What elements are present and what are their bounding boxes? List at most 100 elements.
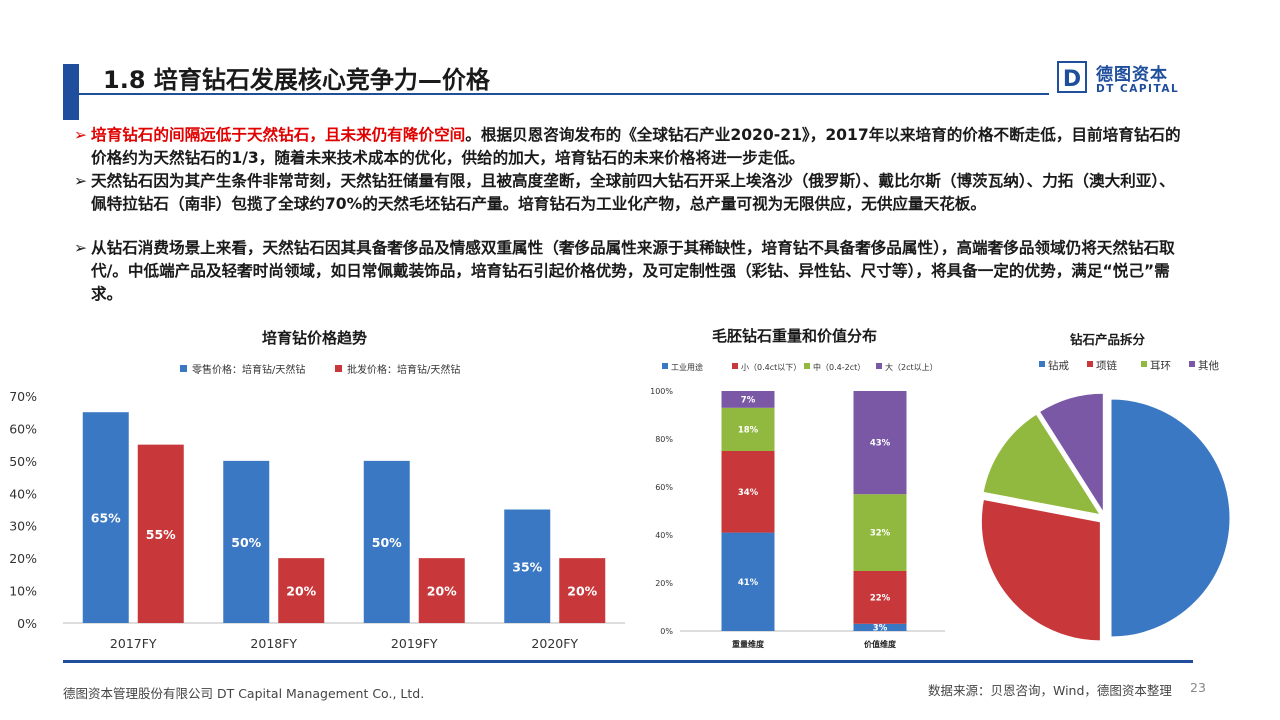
stack-segment bbox=[853, 571, 907, 624]
bullet-1-text: 。根据贝恩咨询发布的《全球钻石产业2020-21》，2017年以来培育的价格不断… bbox=[91, 126, 1181, 167]
x-tick-label: 2019FY bbox=[391, 636, 438, 651]
x-tick-label: 价值维度 bbox=[864, 639, 897, 649]
x-tick-label: 2020FY bbox=[531, 636, 578, 651]
segment-data-label: 22% bbox=[870, 593, 891, 603]
legend-label: 中（0.4-2ct） bbox=[813, 362, 865, 372]
legend-swatch bbox=[804, 363, 810, 369]
bar-data-label: 20% bbox=[427, 584, 457, 599]
legend-label: 工业用途 bbox=[671, 362, 703, 372]
segment-data-label: 43% bbox=[870, 439, 891, 449]
stack-segment bbox=[721, 407, 775, 451]
segment-data-label: 7% bbox=[741, 395, 756, 405]
dt-logo-icon: D bbox=[1057, 61, 1087, 93]
footer-company: 德图资本管理股份有限公司 DT Capital Management Co., … bbox=[63, 686, 425, 701]
bar-data-label: 20% bbox=[286, 584, 316, 599]
y-tick-label: 20% bbox=[655, 579, 673, 588]
legend-label: 大（2ct以上） bbox=[885, 362, 938, 372]
stack-segment bbox=[853, 391, 907, 495]
legend-swatch bbox=[1141, 361, 1147, 367]
arrow-bullet-icon: ➢ bbox=[74, 239, 88, 257]
bullet-2: ➢ 天然钻石因为其产生条件非常苛刻，天然钻狂储量有限，且被高度垄断，全球前四大钻… bbox=[74, 170, 1189, 216]
segment-data-label: 34% bbox=[738, 488, 759, 498]
bar bbox=[363, 460, 410, 623]
legend-label: 钻戒 bbox=[1048, 359, 1070, 372]
legend-swatch bbox=[335, 365, 342, 372]
legend-swatch bbox=[1087, 361, 1093, 367]
bullet-3: ➢ 从钻石消费场景上来看，天然钻石因其具备奢侈品及情感双重属性（奢侈品属性来源于… bbox=[74, 237, 1189, 306]
bar-data-label: 35% bbox=[512, 559, 542, 574]
title-accent-bar bbox=[63, 64, 79, 120]
page-number: 23 bbox=[1190, 680, 1206, 695]
legend-label: 批发价格：培育钻/天然钻 bbox=[347, 363, 460, 376]
footer-source: 数据来源：贝恩咨询，Wind，德图资本整理 bbox=[928, 683, 1172, 698]
logo-text-cn: 德图资本 bbox=[1096, 65, 1168, 85]
bar bbox=[137, 444, 184, 623]
bar bbox=[278, 558, 325, 623]
chart2-title: 毛胚钻石重量和价值分布 bbox=[712, 327, 878, 345]
x-tick-label: 重量维度 bbox=[732, 639, 765, 649]
segment-data-label: 41% bbox=[738, 578, 759, 588]
stack-segment bbox=[721, 391, 775, 408]
bar bbox=[418, 558, 465, 623]
legend-swatch bbox=[662, 363, 668, 369]
y-tick-label: 60% bbox=[655, 483, 673, 492]
bar-data-label: 65% bbox=[91, 511, 121, 526]
y-tick-label: 40% bbox=[655, 531, 673, 540]
y-tick-label: 80% bbox=[655, 435, 673, 444]
bar bbox=[504, 509, 551, 623]
bullet-1: ➢ 培育钻石的间隔远低于天然钻石，且未来仍有降价空间。根据贝恩咨询发布的《全球钻… bbox=[74, 124, 1189, 170]
legend-swatch bbox=[180, 365, 187, 372]
stack-segment bbox=[853, 623, 907, 631]
page-title: 1.8 培育钻石发展核心竞争力—价格 bbox=[103, 66, 490, 94]
legend-label: 零售价格：培育钻/天然钻 bbox=[192, 363, 305, 376]
y-tick-label: 0% bbox=[660, 627, 673, 636]
bar bbox=[559, 558, 606, 623]
y-tick-label: 30% bbox=[9, 519, 37, 534]
pie-slice bbox=[980, 498, 1101, 642]
arrow-bullet-icon: ➢ bbox=[74, 172, 88, 190]
price-trend-chart: 零售价格：培育钻/天然钻 批发价格：培育钻/天然钻 0% 10% 20% 30% 40% 50… bbox=[9, 363, 625, 651]
legend-label: 耳环 bbox=[1150, 360, 1171, 372]
bar bbox=[82, 412, 129, 623]
title-divider bbox=[79, 93, 1049, 95]
pie-slice bbox=[982, 413, 1102, 516]
chart1-title: 培育钻价格趋势 bbox=[262, 329, 368, 347]
y-tick-label: 100% bbox=[650, 387, 673, 396]
bar-data-label: 50% bbox=[372, 535, 402, 550]
stack-segment bbox=[721, 451, 775, 533]
y-tick-label: 70% bbox=[9, 389, 37, 404]
pie-slice bbox=[1038, 392, 1104, 514]
diamond-product-split-chart: 钻戒 项链 耳环 其他 bbox=[980, 359, 1231, 642]
bullet-1-highlight: 培育钻石的间隔远低于天然钻石，且未来仍有降价空间 bbox=[91, 126, 466, 144]
legend-swatch bbox=[876, 363, 882, 369]
stack-segment bbox=[853, 494, 907, 571]
y-tick-label: 50% bbox=[9, 454, 37, 469]
bullet-3-text: 从钻石消费场景上来看，天然钻石因其具备奢侈品及情感双重属性（奢侈品属性来源于其稀… bbox=[91, 239, 1175, 303]
legend-label: 小（0.4ct以下） bbox=[741, 363, 801, 372]
bar-data-label: 55% bbox=[146, 527, 176, 542]
y-tick-label: 0% bbox=[17, 616, 37, 631]
logo-mark-letter: D bbox=[1063, 67, 1081, 92]
y-tick-label: 40% bbox=[9, 486, 37, 501]
bar-data-label: 50% bbox=[231, 535, 261, 550]
chart3-title: 钻石产品拆分 bbox=[1070, 332, 1146, 347]
pie-slice bbox=[1110, 398, 1231, 638]
logo-text-en: DT CAPITAL bbox=[1096, 83, 1180, 95]
footer-divider bbox=[63, 660, 1193, 663]
y-tick-label: 60% bbox=[9, 421, 37, 436]
bullet-2-text: 天然钻石因为其产生条件非常苛刻，天然钻狂储量有限，且被高度垄断，全球前四大钻石开… bbox=[91, 172, 1175, 213]
segment-data-label: 32% bbox=[870, 529, 891, 539]
legend-label: 其他 bbox=[1198, 359, 1220, 372]
stack-segment bbox=[721, 532, 775, 631]
y-tick-label: 20% bbox=[9, 551, 37, 566]
x-tick-label: 2018FY bbox=[250, 636, 297, 651]
legend-swatch bbox=[732, 363, 738, 369]
rough-diamond-distribution-chart: 工业用途 小（0.4ct以下） 中（0.4-2ct） 大（2ct以上） 0% 20% 40%… bbox=[650, 362, 945, 649]
bar-data-label: 20% bbox=[567, 584, 597, 599]
bar bbox=[223, 460, 270, 623]
y-tick-label: 10% bbox=[9, 584, 37, 599]
legend-swatch bbox=[1039, 361, 1045, 367]
segment-data-label: 3% bbox=[873, 623, 888, 633]
legend-label: 项链 bbox=[1096, 359, 1118, 372]
legend-swatch bbox=[1189, 361, 1195, 367]
